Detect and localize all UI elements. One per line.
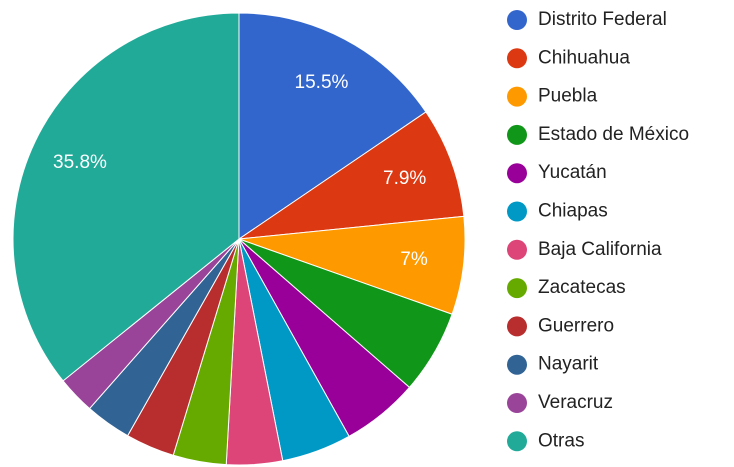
legend-label: Estado de México [538, 124, 689, 145]
legend-label: Yucatán [538, 162, 607, 183]
legend-label: Chihuahua [538, 47, 630, 68]
legend-label: Veracruz [538, 392, 613, 413]
legend-label: Guerrero [538, 315, 614, 336]
pie-slice [238, 12, 427, 240]
legend-swatch [507, 124, 527, 145]
legend-swatch [507, 48, 527, 69]
legend-swatch [507, 86, 527, 107]
legend-label: Puebla [538, 86, 598, 107]
legend-swatch [507, 316, 527, 337]
pie-slice [238, 111, 465, 240]
legend-swatch [507, 278, 527, 299]
data-label: 7.9% [383, 168, 426, 189]
legend-swatch [507, 431, 527, 452]
legend-swatch [507, 163, 527, 184]
legend-label: Distrito Federal [538, 9, 667, 30]
pie-slice [12, 12, 240, 382]
legend-label: Chiapas [538, 201, 608, 222]
data-label: 7% [400, 249, 428, 270]
legend-label: Zacatecas [538, 277, 626, 298]
data-label: 15.5% [295, 72, 349, 93]
legend-label: Otras [538, 430, 584, 451]
legend-swatch [507, 201, 527, 222]
legend-label: Baja California [538, 239, 662, 260]
legend-swatch [507, 239, 527, 260]
legend-swatch [507, 10, 527, 30]
legend-swatch [507, 354, 527, 375]
legend-swatch [507, 393, 527, 413]
data-label: 35.8% [53, 152, 107, 173]
legend-label: Nayarit [538, 354, 599, 375]
